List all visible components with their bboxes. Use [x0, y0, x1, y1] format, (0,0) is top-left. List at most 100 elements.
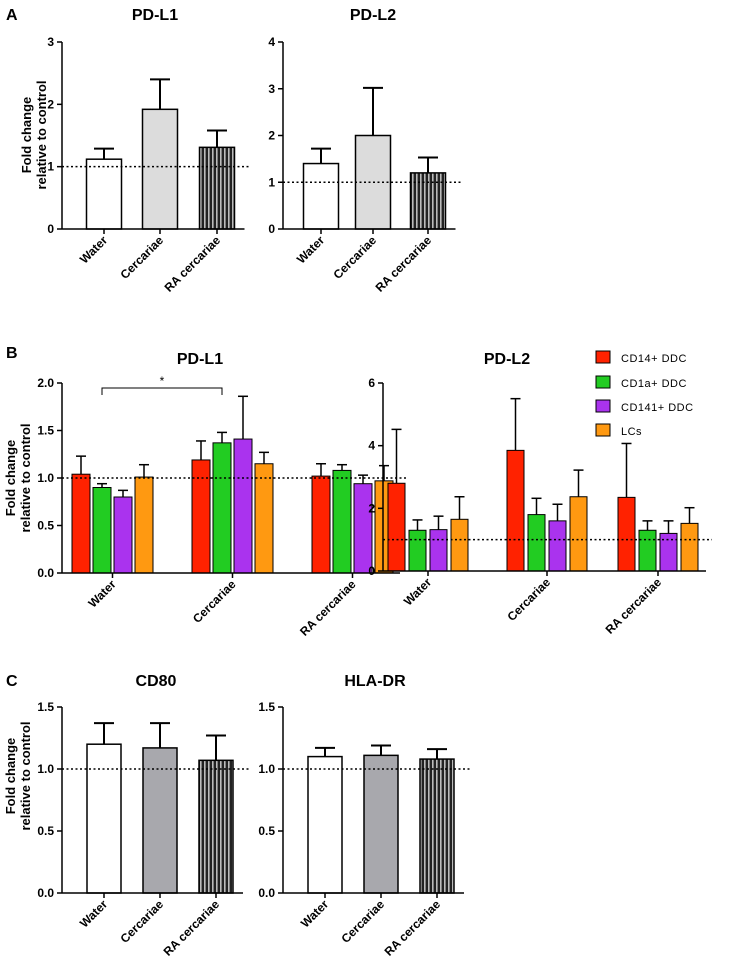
chart-b-pdl2: PD-L2 0 2 4 6 Water Cercariae RA cercariae [368, 351, 712, 637]
x-tick-label: Water [298, 897, 331, 930]
x-tick-label: Cercariae [331, 233, 380, 282]
bar [363, 754, 399, 894]
y-tick-label: 6 [368, 376, 375, 390]
legend-label-cd141: CD141+ DDC [621, 402, 694, 414]
bar [638, 529, 657, 572]
y-tick-label: 3 [47, 35, 54, 49]
bar [353, 483, 373, 574]
x-tick-label: RA cercariae [373, 233, 435, 295]
bar [134, 476, 154, 574]
legend-label-lcs: LCs [621, 426, 642, 438]
bar [680, 522, 699, 572]
bar [311, 475, 331, 574]
chart-title: PD-L1 [177, 351, 223, 368]
bar [198, 146, 236, 230]
legend-label-cd14: CD14+ DDC [621, 353, 687, 365]
y-axis-label-b-line2: relative to control [18, 423, 33, 532]
bar [548, 520, 567, 572]
x-tick-label: Cercariae [190, 577, 239, 626]
x-tick-label: RA cercariae [297, 577, 359, 639]
bar [408, 529, 427, 572]
bar [71, 473, 91, 574]
bar [409, 172, 447, 230]
y-tick-label: 1.5 [37, 424, 54, 438]
bar [92, 487, 112, 574]
bar [419, 758, 455, 894]
bar [307, 755, 343, 894]
y-axis-label-c-line2: relative to control [18, 721, 33, 830]
bar [569, 496, 588, 572]
y-tick-label: 2 [368, 501, 375, 515]
bar [332, 469, 352, 574]
y-axis-label-a-line2: relative to control [34, 80, 49, 189]
y-axis-label-c-line1: Fold change [3, 738, 18, 815]
y-tick-label: 2 [47, 97, 54, 111]
bar [86, 743, 122, 894]
x-tick-label: RA cercariae [161, 897, 223, 959]
legend-swatch-lcs [595, 423, 611, 437]
significance-bracket [101, 387, 223, 395]
bar [141, 108, 179, 230]
y-axis-label-b-line1: Fold change [3, 440, 18, 517]
x-tick-label: RA cercariae [382, 897, 444, 959]
y-tick-label: 4 [368, 439, 375, 453]
chart-title: PD-L2 [350, 7, 396, 24]
y-tick-label: 3 [268, 82, 275, 96]
y-tick-label: 0.5 [258, 824, 275, 838]
bar [450, 518, 469, 572]
bar [212, 442, 232, 574]
x-tick-label: Cercariae [118, 897, 167, 946]
y-tick-label: 1.5 [258, 700, 275, 714]
y-tick-label: 0 [47, 222, 54, 236]
chart-title: CD80 [136, 673, 177, 690]
x-tick-label: Water [77, 233, 110, 266]
x-tick-label: RA cercariae [603, 575, 665, 637]
panel-letter-c: C [6, 673, 18, 690]
bar [617, 496, 636, 572]
x-tick-label: Cercariae [118, 233, 167, 282]
bar [254, 463, 274, 574]
y-tick-label: 1.0 [258, 762, 275, 776]
y-tick-label: 0.0 [37, 566, 54, 580]
y-tick-label: 4 [268, 35, 275, 49]
y-tick-label: 2.0 [37, 376, 54, 390]
y-tick-label: 0.0 [258, 886, 275, 900]
chart-title: PD-L2 [484, 351, 530, 368]
y-tick-label: 1 [47, 160, 54, 174]
panel-letter-a: A [6, 7, 18, 24]
legend-swatch-cd1a [595, 375, 611, 389]
bar [191, 459, 211, 574]
legend-label-cd1a: CD1a+ DDC [621, 378, 687, 390]
legend-swatch-cd14 [595, 350, 611, 364]
y-tick-label: 1.0 [37, 471, 54, 485]
y-tick-label: 0.5 [37, 824, 54, 838]
panel-letter-b: B [6, 345, 18, 362]
y-tick-label: 0.5 [37, 519, 54, 533]
bar [198, 759, 234, 894]
bar [527, 514, 546, 572]
y-tick-label: 1.0 [37, 762, 54, 776]
y-tick-label: 2 [268, 129, 275, 143]
bar [387, 482, 406, 572]
significance-label: * [160, 374, 165, 388]
y-tick-label: 0 [268, 222, 275, 236]
legend-swatch-cd141 [595, 399, 611, 413]
x-tick-label: Cercariae [339, 897, 388, 946]
legend: CD14+ DDC CD1a+ DDC CD141+ DDC LCs [595, 350, 694, 438]
x-tick-label: Water [401, 575, 434, 608]
chart-title: HLA-DR [344, 673, 406, 690]
x-tick-label: RA cercariae [162, 233, 224, 295]
chart-title: PD-L1 [132, 7, 178, 24]
bar [85, 158, 123, 230]
y-tick-label: 1.5 [37, 700, 54, 714]
x-tick-label: Water [294, 233, 327, 266]
x-tick-label: Water [85, 577, 118, 610]
y-axis-label-a-line1: Fold change [19, 97, 34, 174]
bar [302, 162, 340, 230]
bar [429, 529, 448, 572]
